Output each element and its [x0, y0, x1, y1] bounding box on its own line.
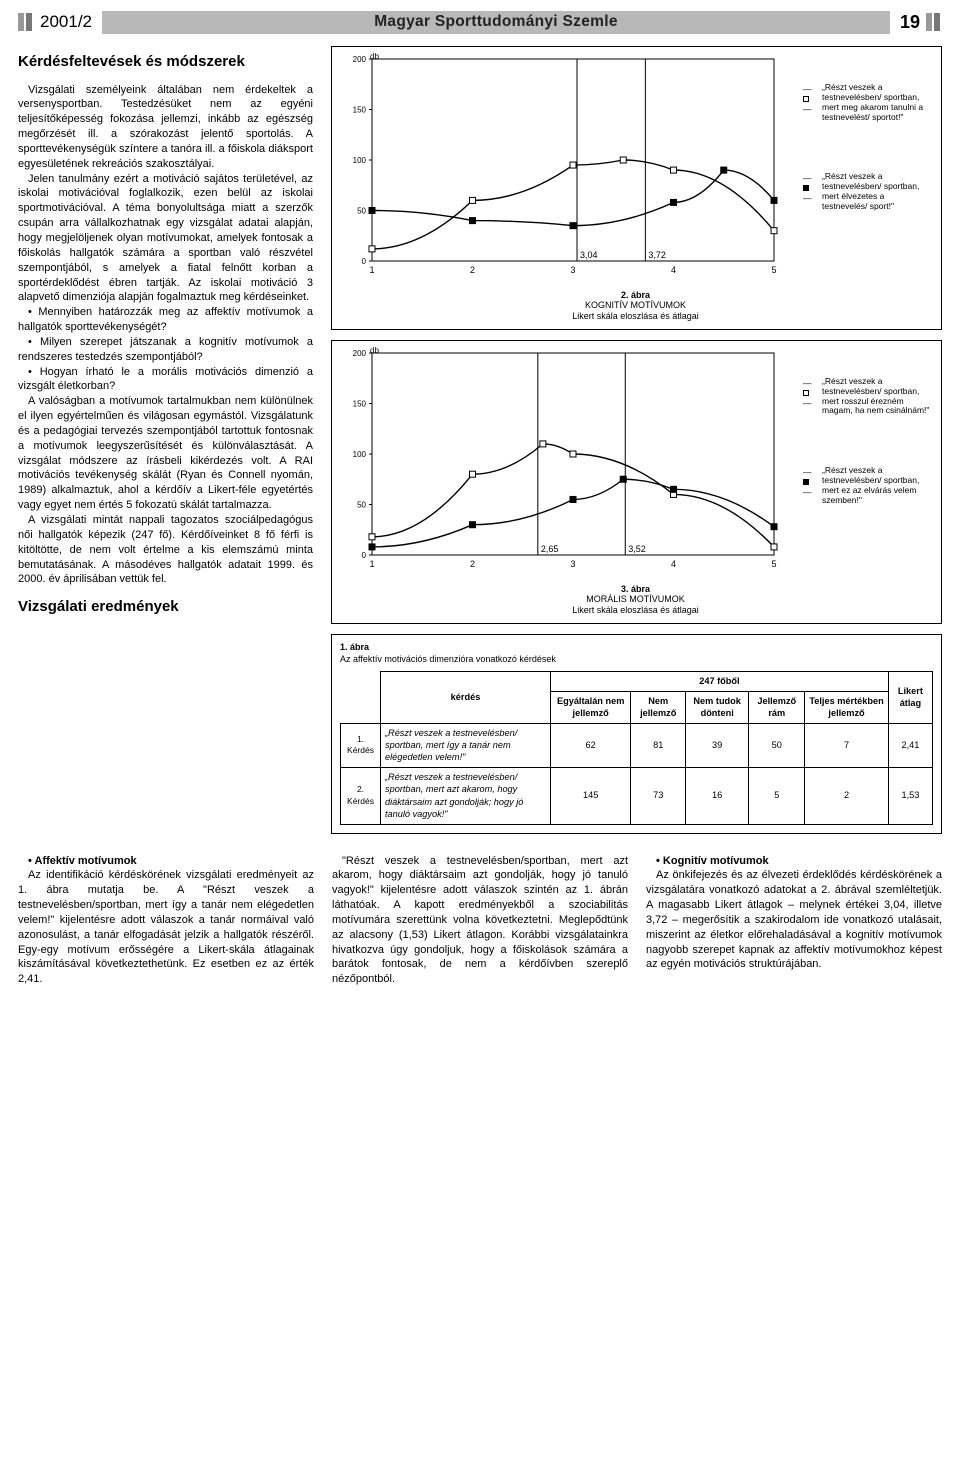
tick-mark: [26, 13, 32, 31]
page-number: 19: [900, 10, 920, 34]
legend-item: —— „Részt veszek a testnevelésben/ sport…: [803, 377, 931, 416]
header-bar: 2001/2 Magyar Sporttudományi Szemle 19: [18, 10, 942, 34]
col-header: Likert átlag: [888, 672, 932, 723]
body-paragraph: Jelen tanulmány ezért a motiváció sajáto…: [18, 172, 313, 306]
legend-text: „Részt veszek a testnevelésben/ sportban…: [822, 377, 931, 416]
bottom-columns: Affektív motívumok Az identifikáció kérd…: [18, 854, 942, 988]
svg-text:100: 100: [353, 156, 367, 165]
chart-svg: 0 50 100 150 200db 1 2 3 4 5 3,04 3,72: [340, 53, 780, 283]
journal-title: Magyar Sporttudományi Szemle: [102, 11, 890, 34]
body-paragraph: Az identifikáció kérdéskörének vizsgálat…: [18, 868, 314, 987]
right-column: 050100150200db123453,043,72 —— „Részt ve…: [331, 46, 942, 843]
svg-text:3,52: 3,52: [628, 544, 646, 554]
svg-text:3,72: 3,72: [648, 250, 666, 260]
table-row: 1. Kérdés„Részt veszek a testnevelésben/…: [341, 723, 933, 767]
issue-label: 2001/2: [40, 11, 92, 34]
body-paragraph: Vizsgálati személyeink általában nem érd…: [18, 83, 313, 172]
svg-text:2: 2: [470, 265, 475, 275]
svg-text:2: 2: [470, 559, 475, 569]
svg-text:1: 1: [369, 265, 374, 275]
subhead: Affektív motívumok: [28, 855, 137, 867]
figure-caption: 3. ábra MORÁLIS MOTÍVUMOK Likert skála e…: [340, 584, 931, 615]
svg-text:0: 0: [362, 551, 367, 560]
tick-mark: [934, 13, 940, 31]
table-row: 2. Kérdés„Részt veszek a testnevelésben/…: [341, 767, 933, 824]
legend-text: „Részt veszek a testnevelésben/ sportban…: [822, 83, 931, 122]
bullet-question: • Hogyan írható le a morális motivációs …: [18, 365, 313, 395]
chart-svg: 0 50 100 150 200db 1 2 3 4 5 2,65 3,52: [340, 347, 780, 577]
bottom-col-2: "Részt veszek a testnevelésben/sportban,…: [332, 854, 628, 988]
legend-item: —— „Részt veszek a testnevelésben/ sport…: [803, 466, 931, 505]
bottom-col-3: Kognitív motívumok Az önkifejezés és az …: [646, 854, 942, 988]
svg-text:100: 100: [353, 450, 367, 459]
body-paragraph: Az önkifejezés és az élvezeti érdeklődés…: [646, 868, 942, 972]
left-column: Kérdésfeltevések és módszerek Vizsgálati…: [18, 46, 313, 843]
col-header: kérdés: [381, 672, 551, 723]
svg-text:50: 50: [357, 207, 366, 216]
legend-text: „Részt veszek a testnevelésben/ sportban…: [822, 466, 931, 505]
svg-text:3,04: 3,04: [580, 250, 598, 260]
svg-text:0: 0: [362, 257, 367, 266]
body-paragraph: A vizsgálati mintát nappali tagozatos sz…: [18, 513, 313, 587]
col-header: Teljes mértékben jellemző: [805, 691, 889, 723]
svg-text:3: 3: [570, 265, 575, 275]
legend-item: —— „Részt veszek a testnevelésben/ sport…: [803, 83, 931, 122]
bottom-col-1: Affektív motívumok Az identifikáció kérd…: [18, 854, 314, 988]
svg-text:150: 150: [353, 106, 367, 115]
legend: —— „Részt veszek a testnevelésben/ sport…: [803, 347, 931, 582]
svg-text:4: 4: [671, 265, 676, 275]
legend: —— „Részt veszek a testnevelésben/ sport…: [803, 53, 931, 288]
bullet-question: • Milyen szerepet játszanak a kognitív m…: [18, 335, 313, 365]
svg-text:4: 4: [671, 559, 676, 569]
data-table: kérdés 247 főből Likert átlag Egyáltalán…: [340, 671, 933, 824]
legend-text: „Részt veszek a testnevelésben/ sportban…: [822, 172, 931, 211]
svg-text:db: db: [370, 53, 379, 61]
figure-2: 0 50 100 150 200db 1 2 3 4 5 3,04 3,72 —— „Részt ve…: [331, 46, 942, 330]
table-title: 1. ábra Az affektív motivációs dimenziór…: [340, 641, 933, 665]
section-heading: Kérdésfeltevések és módszerek: [18, 52, 313, 72]
svg-text:2,65: 2,65: [541, 544, 559, 554]
svg-text:200: 200: [353, 349, 367, 358]
tick-mark: [18, 13, 24, 31]
svg-text:200: 200: [353, 55, 367, 64]
section-heading: Vizsgálati eredmények: [18, 597, 313, 617]
super-header: 247 főből: [551, 672, 889, 691]
svg-text:150: 150: [353, 400, 367, 409]
svg-text:db: db: [370, 347, 379, 355]
svg-text:5: 5: [771, 559, 776, 569]
col-header: Nem jellemző: [631, 691, 686, 723]
col-header: Nem tudok dönteni: [686, 691, 749, 723]
tick-mark: [926, 13, 932, 31]
subhead: Kognitív motívumok: [656, 855, 769, 867]
legend-item: —— „Részt veszek a testnevelésben/ sport…: [803, 172, 931, 211]
figure-caption: 2. ábra KOGNITÍV MOTÍVUMOK Likert skála …: [340, 290, 931, 321]
svg-text:3: 3: [570, 559, 575, 569]
figure-3: 0 50 100 150 200db 1 2 3 4 5 2,65 3,52 —— „Részt ve…: [331, 340, 942, 624]
svg-text:5: 5: [771, 265, 776, 275]
col-header: Egyáltalán nem jellemző: [551, 691, 631, 723]
bullet-question: • Mennyiben határozzák meg az affektív m…: [18, 305, 313, 335]
table-1: 1. ábra Az affektív motivációs dimenziór…: [331, 634, 942, 834]
svg-text:50: 50: [357, 501, 366, 510]
svg-text:1: 1: [369, 559, 374, 569]
col-header: Jellemző rám: [749, 691, 805, 723]
body-paragraph: "Részt veszek a testnevelésben/sportban,…: [332, 854, 628, 988]
body-paragraph: A valóságban a motívumok tartalmukban ne…: [18, 394, 313, 513]
